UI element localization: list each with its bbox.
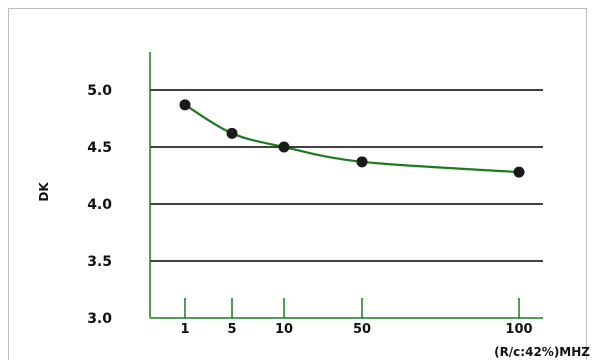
data-point [179,99,191,111]
y-tick-label: 4.0 [87,197,112,213]
data-point [356,156,368,168]
y-tick-label: 3.5 [87,254,112,270]
y-tick-labels: 5.0 4.5 4.0 3.5 3.0 [87,83,112,327]
x-tick-label: 100 [505,322,532,337]
data-point [513,166,525,178]
x-tick-label: 1 [180,322,189,337]
y-tick-label: 3.0 [87,311,112,327]
x-ticks: 1 5 10 50 100 [180,298,533,337]
axes [149,52,543,319]
data-point [278,141,290,153]
x-tick-label: 5 [227,322,236,337]
series-line [184,103,520,174]
y-tick-label: 4.5 [87,140,112,156]
grid-lines [150,89,543,262]
y-tick-label: 5.0 [87,83,112,99]
data-points [179,99,525,178]
y-axis-title: DK [37,182,51,202]
data-point [226,127,238,139]
x-tick-label: 50 [353,322,371,337]
x-tick-label: 10 [275,322,293,337]
chart-frame [8,8,587,360]
x-axis-title: (R/c:42%)MHZ [494,345,590,359]
